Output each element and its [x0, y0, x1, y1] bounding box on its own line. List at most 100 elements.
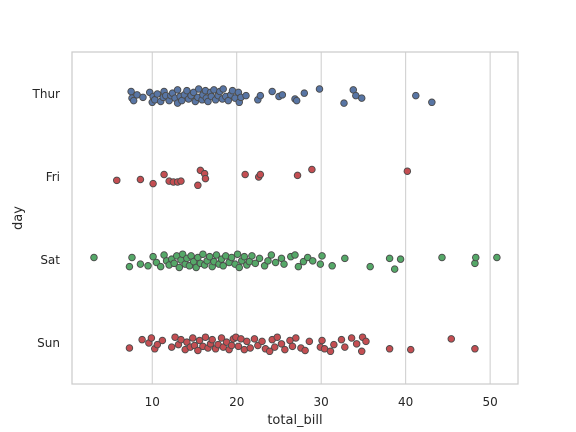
- data-point: [153, 90, 162, 98]
- data-point: [255, 254, 264, 263]
- data-point: [170, 259, 178, 268]
- data-point: [217, 334, 226, 342]
- data-point: [125, 262, 134, 271]
- y-tick-labels: Thur Fri Sat Sun: [32, 87, 61, 350]
- x-tick-labels: 10 20 30 40 50: [145, 395, 498, 409]
- x-tick-label: 20: [229, 395, 244, 409]
- y-tick-label: Sun: [37, 336, 60, 350]
- data-point: [267, 251, 276, 259]
- data-point: [153, 340, 162, 349]
- series-sun: [125, 333, 479, 356]
- data-point: [90, 253, 98, 262]
- data-point: [341, 343, 349, 351]
- data-point: [125, 344, 134, 352]
- data-point: [167, 343, 176, 351]
- data-point: [194, 85, 203, 93]
- data-point: [138, 335, 146, 344]
- data-point: [385, 254, 394, 263]
- data-point: [144, 262, 152, 270]
- data-point: [412, 91, 420, 100]
- data-point: [472, 253, 480, 262]
- data-point: [288, 342, 297, 351]
- data-points: [90, 85, 501, 356]
- data-point: [357, 94, 366, 102]
- data-point: [428, 98, 436, 107]
- data-point: [292, 334, 300, 342]
- data-point: [271, 258, 280, 267]
- data-point: [265, 347, 274, 356]
- data-point: [493, 253, 501, 262]
- data-point: [251, 259, 260, 268]
- x-tick-label: 10: [145, 395, 160, 409]
- data-point: [194, 181, 202, 190]
- data-point: [292, 96, 301, 105]
- data-point: [160, 170, 168, 179]
- data-point: [136, 260, 145, 268]
- data-point: [278, 91, 287, 99]
- y-tick-label: Thur: [32, 87, 61, 101]
- data-point: [326, 347, 335, 356]
- data-point: [227, 341, 236, 350]
- data-point: [315, 85, 324, 93]
- data-point: [303, 253, 312, 262]
- data-point: [240, 252, 249, 261]
- data-point: [173, 86, 182, 94]
- data-point: [128, 253, 136, 262]
- data-point: [396, 255, 405, 263]
- data-point: [227, 253, 236, 262]
- series-thur: [127, 85, 436, 107]
- data-point: [189, 334, 197, 342]
- data-point: [205, 252, 214, 261]
- x-axis-label: total_bill: [267, 413, 322, 428]
- data-point: [268, 87, 276, 96]
- data-point: [280, 260, 288, 268]
- data-point: [183, 338, 191, 346]
- data-point: [190, 341, 199, 350]
- data-point: [352, 340, 361, 348]
- data-point: [293, 171, 302, 180]
- data-point: [113, 176, 121, 185]
- data-point: [330, 340, 338, 349]
- y-tick-label: Fri: [46, 170, 60, 184]
- data-point: [189, 88, 198, 97]
- data-point: [347, 334, 356, 342]
- data-point: [222, 338, 231, 346]
- data-point: [194, 346, 202, 355]
- data-point: [149, 179, 157, 188]
- data-point: [390, 265, 399, 273]
- data-point: [277, 340, 286, 348]
- data-point: [447, 335, 456, 343]
- gridlines: [151, 52, 491, 384]
- data-point: [242, 91, 250, 100]
- data-point: [341, 254, 349, 263]
- data-point: [300, 89, 309, 97]
- data-point: [264, 257, 272, 265]
- data-point: [177, 177, 185, 185]
- data-point: [305, 337, 314, 346]
- data-point: [129, 96, 138, 105]
- data-point: [243, 337, 251, 346]
- x-tick-label: 50: [482, 395, 497, 409]
- data-point: [328, 262, 336, 270]
- data-point: [362, 337, 370, 346]
- data-point: [156, 262, 165, 271]
- data-point: [258, 337, 266, 346]
- y-tick-label: Sat: [40, 253, 60, 267]
- data-point: [308, 257, 317, 265]
- data-point: [385, 345, 394, 353]
- data-point: [403, 167, 412, 175]
- data-point: [219, 85, 227, 93]
- x-tick-label: 30: [314, 395, 329, 409]
- data-point: [438, 253, 446, 262]
- data-point: [250, 335, 259, 343]
- data-point: [233, 250, 242, 258]
- data-point: [291, 251, 299, 259]
- data-point: [294, 262, 303, 271]
- y-axis-label: day: [11, 206, 26, 230]
- data-point: [270, 343, 279, 351]
- plot-area-frame: [71, 51, 519, 385]
- data-point: [199, 250, 207, 258]
- data-point: [256, 170, 265, 179]
